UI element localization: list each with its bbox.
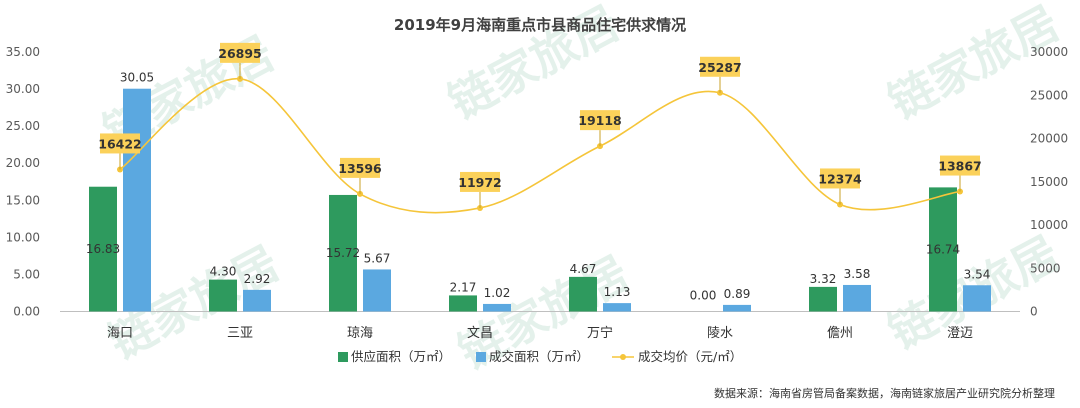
bar-deal [363,269,391,312]
price-label-box [220,42,260,63]
x-axis-tick: 文昌 [467,326,493,341]
price-label: 25287 [698,60,742,75]
bar-supply-label: 0.00 [690,289,717,303]
bar-deal-label: 30.05 [120,71,154,85]
bar-deal [123,88,151,312]
price-label-box [700,56,740,77]
bar-supply-label: 16.74 [926,242,960,256]
bar-deal-label: 1.13 [604,285,631,299]
x-axis-tick: 陵水 [707,326,733,341]
bar-supply [329,194,357,312]
x-axis-tick: 万宁 [587,325,613,341]
bar-deal-label: 3.54 [964,267,991,281]
price-label: 16422 [98,136,142,151]
bar-supply [89,186,117,312]
source-note: 数据来源：海南省房管局备案数据，海南链家旅居产业研究院分析整理 [714,386,1055,400]
price-label-box [820,168,860,189]
legend-label-supply: 供应面积（万㎡） [351,349,451,364]
right-axis-tick: 25000 [1030,88,1068,102]
right-axis-tick: 10000 [1030,218,1068,232]
bar-supply-label: 3.32 [810,272,837,286]
bar-deal [243,289,271,312]
x-axis-tick: 海口 [107,326,133,341]
bar-deal-label: 3.58 [844,267,871,281]
x-axis-tick: 澄迈 [947,326,973,341]
bar-supply-label: 4.67 [570,262,597,276]
right-axis-tick: 5000 [1030,261,1061,275]
legend-swatch-deal [476,352,486,362]
left-axis-tick: 10.00 [6,230,40,244]
bar-supply [929,187,957,312]
legend-swatch-supply [338,352,348,362]
bar-supply [569,276,597,312]
price-label-box [460,171,500,192]
x-axis-tick: 儋州 [827,326,853,341]
left-axis-tick: 25.00 [6,119,40,133]
bar-deal-label: 2.92 [244,272,271,286]
left-axis-tick: 15.00 [6,193,40,207]
legend-label-deal: 成交面积（万㎡） [489,349,589,364]
price-label: 13867 [938,159,982,174]
price-label: 13596 [338,161,382,176]
bar-deal [483,303,511,312]
chart-title: 2019年9月海南重点市县商品住宅供求情况 [394,16,686,34]
right-axis-tick: 15000 [1030,175,1068,189]
left-axis-tick: 30.00 [6,82,40,96]
bar-deal-label: 0.89 [724,287,751,301]
bar-supply-label: 16.83 [86,242,120,256]
price-label-box [940,155,980,176]
watermark-text: 链家旅居 [880,0,1068,130]
price-label: 19118 [578,113,622,128]
legend-label-price: 成交均价（元/㎡） [638,349,742,364]
bar-deal-label: 1.02 [484,286,511,300]
left-axis-tick: 0.00 [13,305,40,319]
price-label-box [100,133,140,154]
bar-supply-label: 4.30 [210,265,237,279]
bar-series [89,88,991,312]
price-line [119,78,961,214]
bar-deal [843,284,871,312]
right-axis-tick: 30000 [1030,45,1068,59]
bar-supply-label: 2.17 [450,280,477,294]
price-line-series: 16422 26895 13596 11972 19118 25287 12374 13867 [98,42,982,214]
price-label-box [580,110,620,131]
left-axis: 0.00 5.00 10.00 15.00 20.00 25.00 30.00 35.00 [6,45,40,319]
x-axis-labels: 海口 三亚 琼海 文昌 万宁 陵水 儋州 澄迈 [107,325,973,341]
right-axis-tick: 20000 [1030,132,1068,146]
bar-supply-label: 15.72 [326,246,360,260]
left-axis-tick: 5.00 [13,267,40,281]
bar-deal [963,285,991,312]
left-axis-tick: 35.00 [6,45,40,59]
bar-deal [723,304,751,312]
bar-deal [603,303,631,312]
left-axis-tick: 20.00 [6,156,40,170]
x-axis-tick: 三亚 [227,326,253,341]
legend-marker-price [620,354,626,360]
bar-supply [449,295,477,312]
legend: 供应面积（万㎡） 成交面积（万㎡） 成交均价（元/㎡） [338,349,742,364]
bar-supply [809,286,837,312]
bar-supply [209,279,237,312]
right-axis: 0 5000 10000 15000 20000 25000 30000 [1030,45,1068,319]
price-label: 26895 [218,46,262,61]
bar-deal-label: 5.67 [364,251,391,265]
price-label: 11972 [458,175,502,190]
price-label: 12374 [818,171,862,186]
x-axis-tick: 琼海 [347,326,373,341]
price-label-box [340,157,380,178]
right-axis-tick: 0 [1030,305,1038,319]
bar-labels: 16.83 30.05 4.30 2.92 15.72 5.67 2.17 1.02 4.67 1… [86,71,991,303]
